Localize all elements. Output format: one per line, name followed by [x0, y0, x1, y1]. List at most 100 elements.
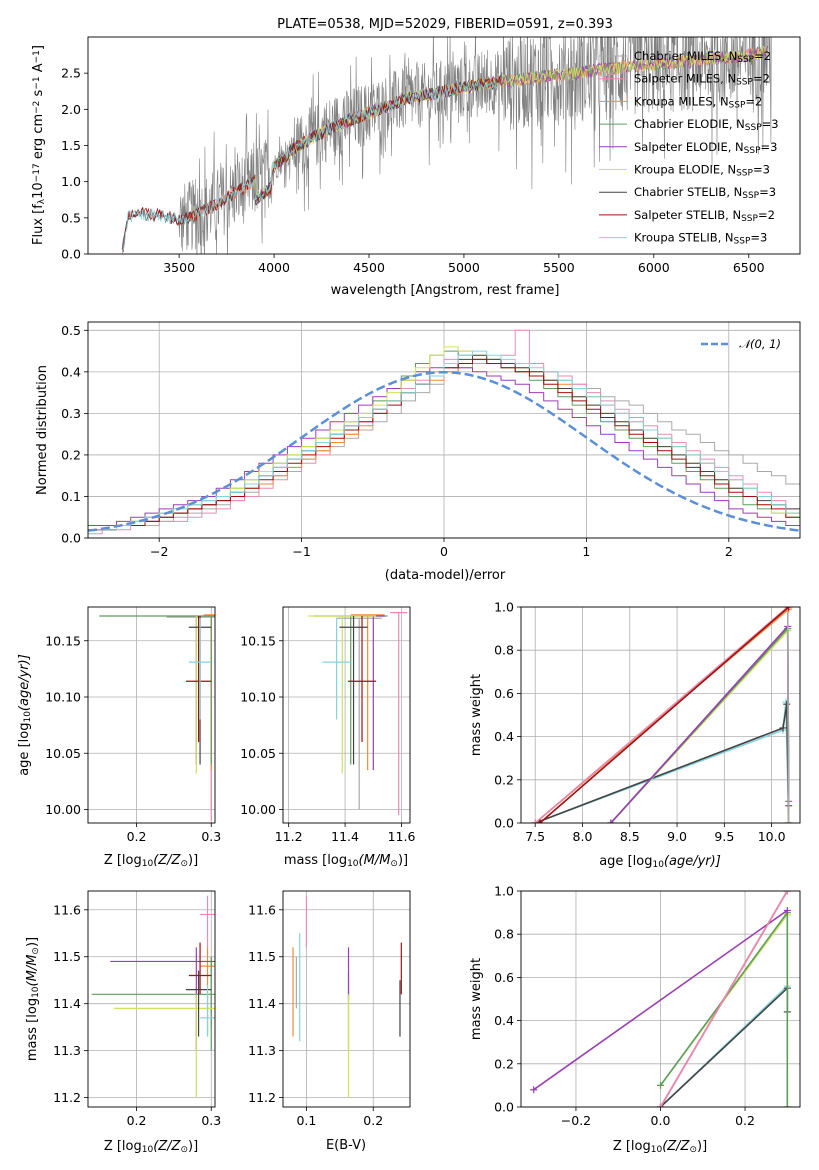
- y-tick-label: 11.2: [53, 1090, 81, 1105]
- legend-label: Kroupa ELODIE, NSSP=3: [634, 163, 770, 179]
- histogram-series: [88, 358, 800, 531]
- label-part: ⊙: [180, 859, 188, 869]
- mass-vs-z-axes: 0.2 0.3 11.2 11.3 11.4 11.5 11.6: [53, 890, 221, 1128]
- x-tick-label: 0.2: [735, 1113, 755, 1128]
- x-tick-label: 2: [725, 544, 733, 559]
- label-part: SSP: [745, 123, 762, 133]
- weight-z-line: [659, 986, 789, 1107]
- label-part: Chabrier STELIB, N: [634, 185, 742, 199]
- label-part: )]: [188, 1139, 198, 1154]
- label-part: =3: [761, 140, 778, 154]
- y-tick-label: 0.5: [61, 210, 81, 225]
- weight-age-line: [534, 701, 790, 823]
- x-tick-label: 0.2: [363, 1113, 383, 1128]
- y-tick-label: 11.3: [53, 1043, 81, 1058]
- legend-label: Chabrier STELIB, NSSP=3: [634, 185, 776, 201]
- weight-z-marker: [783, 891, 791, 895]
- y-tick-label: 0.0: [494, 816, 514, 831]
- x-tick-label: 0.0: [651, 1113, 671, 1128]
- x-tick-label: −1: [292, 544, 310, 559]
- label-part: Z [log: [104, 1139, 142, 1154]
- y-tick-label: 11.5: [53, 949, 81, 964]
- weight-vs-z-xlabel: Z [log10(Z/Z⊙)]: [613, 1139, 707, 1155]
- weight-age-marker: [783, 700, 791, 708]
- y-tick-label: 11.4: [248, 996, 276, 1011]
- y-tick-label: 11.5: [248, 949, 276, 964]
- label-part: SSP: [737, 55, 754, 65]
- weight-age-line: [539, 607, 790, 823]
- x-tick-label: 6000: [638, 260, 670, 275]
- label-part: (M/M: [359, 853, 391, 868]
- figure-title: PLATE=0538, MJD=52029, FIBERID=0591, z=0…: [277, 17, 613, 32]
- label-part: 10: [651, 1145, 663, 1155]
- weight-age-line: [610, 624, 790, 823]
- y-tick-label: 1.0: [494, 600, 514, 615]
- label-part: =3: [753, 163, 770, 177]
- axes-frame: [520, 890, 801, 1108]
- residuals-axes: −2 −1 0 1 2 0.0 0.1 0.2 0.3 0.4 0.5: [61, 321, 801, 559]
- y-tick-label: 10.00: [240, 802, 276, 817]
- y-tick-label: 10.10: [240, 690, 276, 705]
- label-part: (Z/Z: [662, 1139, 690, 1154]
- label-part: Salpeter ELODIE, N: [634, 140, 744, 154]
- label-part: −17: [32, 163, 42, 182]
- weight-age-marker: [785, 607, 793, 611]
- y-tick-label: 0.0: [61, 531, 81, 546]
- axes-frame: [87, 36, 801, 255]
- spectrum-model-line: [121, 76, 502, 253]
- x-tick-label: −2: [150, 544, 168, 559]
- label-part: (Z/Z: [153, 853, 181, 868]
- y-tick-label: 0.2: [61, 447, 81, 462]
- label-part: mass [log: [284, 853, 347, 868]
- label-part: (age/yr)]: [17, 654, 32, 711]
- y-tick-label: 0.2: [494, 772, 514, 787]
- y-tick-label: 11.6: [248, 902, 276, 917]
- y-tick-label: 11.4: [53, 996, 81, 1011]
- label-part: Z [log: [104, 853, 142, 868]
- label-part: SSP: [729, 101, 746, 111]
- y-tick-label: 0.0: [494, 1100, 514, 1115]
- plot-area: [292, 895, 402, 1098]
- mass-vs-z-xlabel: Z [log10(Z/Z⊙)]: [104, 1139, 198, 1155]
- age-vs-mass-axes: 11.2 11.4 11.6 10.00 10.05 10.10 10.15: [240, 606, 415, 844]
- y-tick-label: 0.0: [61, 247, 81, 262]
- label-part: A: [31, 63, 46, 76]
- x-tick-label: −0.2: [561, 1113, 591, 1128]
- axes-frame: [282, 606, 411, 824]
- histogram-series: [88, 358, 800, 531]
- x-tick-label: 0: [440, 544, 448, 559]
- mass-vs-z-ylabel: mass [log10(M/M⊙)]: [25, 937, 41, 1061]
- label-part: ⊙: [689, 1145, 697, 1155]
- label-part: Kroupa STELIB, N: [634, 231, 734, 245]
- y-tick-label: 10.10: [45, 690, 81, 705]
- label-part: Salpeter STELIB, N: [634, 208, 741, 222]
- label-part: Kroupa ELODIE, N: [634, 163, 736, 177]
- label-part: Z [log: [613, 1139, 651, 1154]
- age-vs-mass-xlabel: mass [log10(M/M⊙)]: [284, 853, 408, 869]
- weight-vs-age-ylabel: mass weight: [469, 674, 484, 756]
- label-part: 10: [142, 859, 154, 869]
- y-tick-label: 2.0: [61, 102, 81, 117]
- axes-frame: [87, 606, 216, 824]
- label-part: SSP: [744, 146, 761, 156]
- age-vs-z-xlabel: Z [log10(Z/Z⊙)]: [104, 853, 198, 869]
- spectrum-axes: 3500 4000 4500 5000 5500 6000 6500 0.0 0.5 1.0 1.5…: [61, 36, 801, 275]
- plot-area: [531, 607, 793, 823]
- x-tick-label: 11.4: [331, 829, 359, 844]
- plot-area: [91, 895, 215, 1098]
- label-part: SSP: [736, 78, 753, 88]
- label-part: mass [log: [25, 998, 40, 1061]
- x-tick-label: 0.1: [296, 1113, 316, 1128]
- legend-label: Salpeter MILES, NSSP=2: [634, 72, 770, 88]
- y-tick-label: 0.4: [494, 1013, 514, 1028]
- spectrum-ylabel: Flux [fλ10−17 erg cm−2 s−1 A−1]: [31, 45, 47, 245]
- weight-age-marker: [536, 819, 544, 823]
- y-tick-label: 11.3: [248, 1043, 276, 1058]
- y-tick-label: 0.4: [61, 364, 81, 379]
- plot-area: [308, 612, 408, 816]
- y-tick-label: 2.5: [61, 66, 81, 81]
- y-tick-label: 10.15: [240, 633, 276, 648]
- spectrum-xlabel: wavelength [Angstrom, rest frame]: [331, 283, 560, 298]
- y-tick-label: 11.6: [53, 902, 81, 917]
